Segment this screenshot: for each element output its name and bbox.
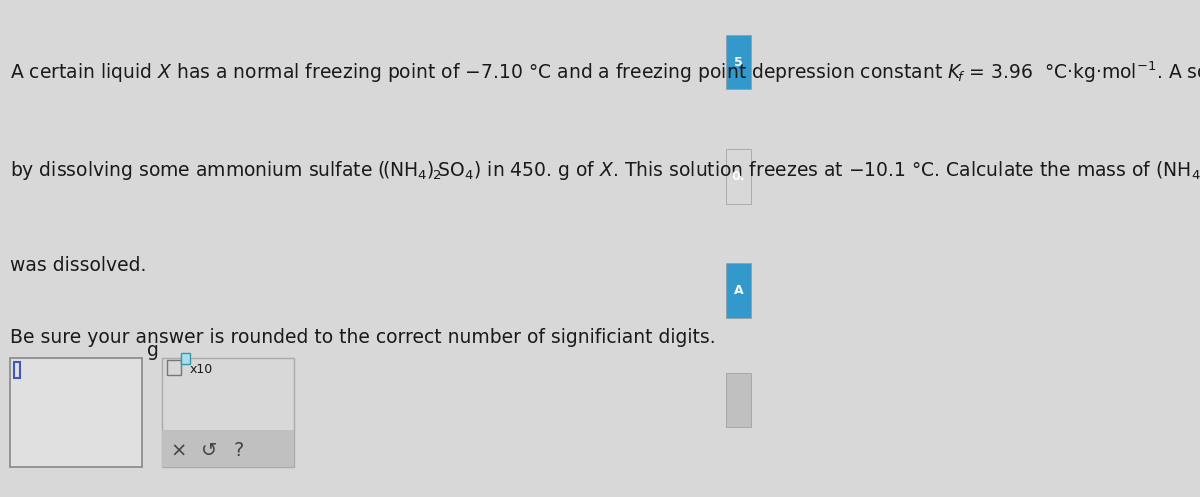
Text: 0.: 0. — [732, 170, 745, 183]
Text: ×: × — [170, 441, 187, 460]
Text: ?: ? — [234, 441, 244, 460]
FancyBboxPatch shape — [726, 149, 751, 204]
Text: 5: 5 — [734, 56, 743, 69]
FancyBboxPatch shape — [162, 358, 294, 467]
Text: was dissolved.: was dissolved. — [10, 256, 146, 275]
Text: Be sure your answer is rounded to the correct number of significiant digits.: Be sure your answer is rounded to the co… — [10, 328, 715, 347]
FancyBboxPatch shape — [181, 353, 190, 364]
FancyBboxPatch shape — [167, 360, 181, 375]
Text: x10: x10 — [190, 363, 214, 376]
FancyBboxPatch shape — [162, 430, 294, 467]
FancyBboxPatch shape — [726, 35, 751, 89]
Text: by dissolving some ammonium sulfate $\left(\!\left(\mathrm{NH_4}\right)_{\!2}\!\: by dissolving some ammonium sulfate $\le… — [10, 159, 1200, 182]
Text: g: g — [148, 341, 158, 360]
FancyBboxPatch shape — [726, 263, 751, 318]
Text: A certain liquid $X$ has a normal freezing point of $-$7.10 °C and a freezing po: A certain liquid $X$ has a normal freezi… — [10, 60, 1200, 85]
FancyBboxPatch shape — [726, 373, 751, 427]
Text: A: A — [733, 284, 743, 297]
Text: ↺: ↺ — [200, 441, 217, 460]
FancyBboxPatch shape — [10, 358, 142, 467]
